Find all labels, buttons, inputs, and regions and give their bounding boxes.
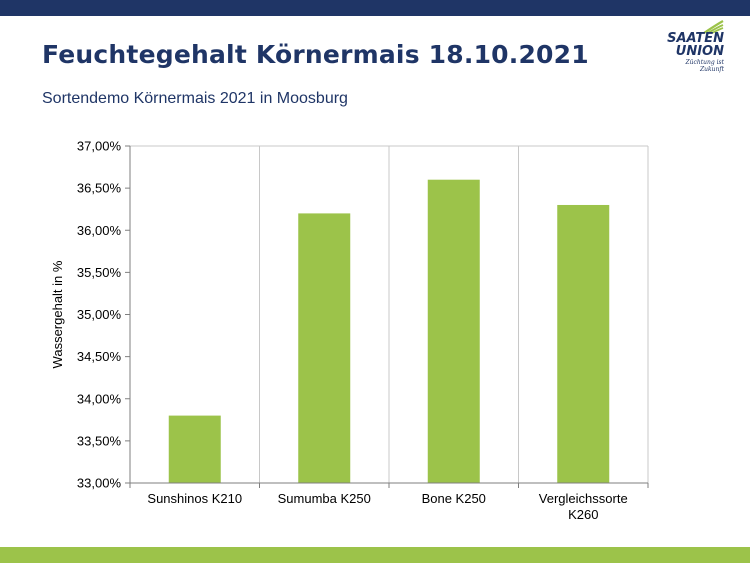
page-subtitle: Sortendemo Körnermais 2021 in Moosburg [42, 90, 348, 107]
y-tick-label: 35,50% [77, 265, 122, 280]
chart-axes [125, 145, 649, 488]
x-category-label: Sumumba K250 [278, 491, 371, 506]
bottom-band [0, 547, 750, 563]
chart-gridlines [130, 145, 649, 483]
y-tick-label: 33,00% [77, 476, 122, 491]
bar-2 [427, 179, 480, 483]
bar-1 [298, 213, 351, 483]
swoosh-icon [703, 20, 724, 34]
y-tick-label: 34,00% [77, 391, 122, 406]
x-category-label: Vergleichssorte K260 [539, 491, 628, 522]
y-tick-label: 35,00% [77, 307, 122, 322]
page-title: Feuchtegehalt Körnermais 18.10.2021 [42, 40, 589, 69]
saaten-union-logo: SAATEN UNION Züchtung ist Zukunft [662, 20, 724, 73]
x-category-label: Bone K250 [422, 491, 486, 506]
y-tick-label: 36,00% [77, 223, 122, 238]
top-band [0, 0, 750, 16]
y-axis-title: Wassergehalt in % [50, 260, 65, 368]
x-category-label: Sunshinos K210 [147, 491, 242, 506]
bar-3 [557, 204, 610, 483]
bar-0 [168, 415, 221, 483]
logo-line-2: UNION [675, 44, 724, 59]
y-tick-label: 33,50% [77, 433, 122, 448]
logo-line-1: SAATEN [667, 31, 724, 46]
logo-tagline: Züchtung ist Zukunft [685, 59, 724, 73]
y-tick-label: 37,00% [77, 139, 122, 154]
y-tick-label: 34,50% [77, 349, 122, 364]
chart-labels: 33,00% 33,50% 34,00% 34,50% 35,00% 35,50% 36,0… [50, 139, 628, 523]
chart-bars [168, 179, 610, 483]
y-tick-label: 36,50% [77, 181, 122, 196]
